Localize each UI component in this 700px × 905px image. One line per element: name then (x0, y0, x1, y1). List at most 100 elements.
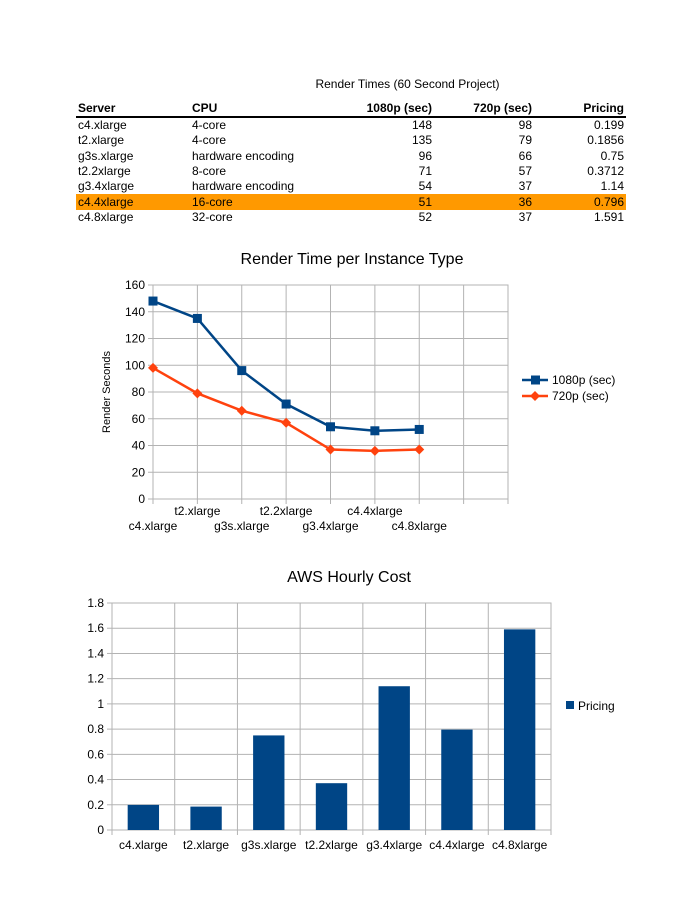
x-tick-label: t2.2xlarge (260, 504, 313, 518)
y-tick-label: 100 (125, 358, 145, 372)
cell-server: c4.8xlarge (78, 209, 134, 224)
cell-server: t2.2xlarge (78, 164, 131, 179)
cell-p1080: 51 (322, 194, 434, 210)
x-tick-label: c4.8xlarge (492, 838, 548, 852)
render-time-line-chart: Render Time per Instance Type 0 20 40 60 80 10… (101, 251, 615, 533)
y-tick-label: 40 (132, 439, 146, 453)
bar (378, 686, 410, 830)
cell-pricing: 0.796 (534, 194, 626, 210)
cell-cpu: 8-core (192, 164, 227, 179)
data-point (325, 444, 336, 455)
y-tick-label: 80 (132, 385, 146, 399)
cell-p1080: 71 (418, 164, 432, 179)
x-tick-label: g3s.xlarge (214, 519, 270, 533)
x-tick-label: c4.8xlarge (392, 519, 448, 533)
data-point (369, 445, 380, 456)
bar (503, 629, 536, 830)
table-row: c4.8xlarge 32-core 52 37 1.591 (76, 210, 626, 225)
cell-cpu: 4-core (192, 118, 227, 133)
table-row: c4.4xlarge 16-core 51 36 0.796 (76, 194, 626, 210)
cell-p720: 57 (518, 164, 532, 179)
bar (315, 783, 348, 830)
y-tick-label: 1.6 (87, 621, 104, 635)
cell-p720: 37 (518, 209, 532, 224)
cell-p1080: 54 (418, 179, 432, 194)
x-tick-label: t2.xlarge (174, 504, 220, 518)
table-row: t2.2xlarge 8-core 71 57 0.3712 (76, 164, 626, 179)
data-point (281, 417, 292, 428)
cell-cpu: 16-core (190, 194, 322, 210)
y-tick-label: 0.8 (87, 722, 104, 736)
bar (441, 729, 473, 830)
cell-p1080: 52 (418, 209, 432, 224)
cell-pricing: 0.3712 (587, 164, 624, 179)
table-caption: Render Times (60 Second Project) (315, 77, 500, 91)
x-tick-label: t2.xlarge (183, 838, 229, 852)
x-tick-label: g3.4xlarge (302, 519, 358, 533)
y-tick-label: 0.2 (87, 798, 104, 812)
legend-label: Pricing (578, 699, 615, 713)
cell-pricing: 0.1856 (587, 133, 624, 148)
cell-p720: 98 (518, 118, 532, 133)
chart-title: Render Time per Instance Type (241, 251, 464, 268)
x-tick-label: c4.xlarge (119, 838, 168, 852)
cell-server: c4.xlarge (78, 118, 127, 133)
legend-marker (566, 701, 574, 709)
cell-p720: 37 (518, 179, 532, 194)
data-point (237, 366, 247, 376)
legend-marker (531, 375, 540, 385)
x-tick-label: g3s.xlarge (241, 838, 297, 852)
cell-server: g3s.xlarge (78, 148, 134, 163)
bar (253, 735, 285, 830)
header-pricing: Pricing (534, 100, 626, 118)
y-tick-label: 0.6 (87, 747, 104, 761)
cell-p720: 66 (518, 148, 532, 163)
cell-cpu: hardware encoding (192, 148, 295, 163)
y-tick-label: 1 (97, 697, 104, 711)
cell-server: g3.4xlarge (78, 179, 135, 194)
cell-pricing: 1.14 (600, 179, 624, 194)
render-times-table: Server CPU 1080p (sec) 720p (sec) Pricin… (76, 100, 626, 225)
y-tick-label: 1.2 (87, 672, 104, 686)
table-row: t2.xlarge 4-core 135 79 0.1856 (76, 133, 626, 148)
table-row: g3.4xlarge hardware encoding 54 37 1.14 (76, 179, 626, 194)
y-tick-label: 1.4 (87, 646, 104, 660)
cell-pricing: 0.75 (600, 148, 624, 163)
header-server: Server (76, 100, 190, 118)
cell-pricing: 0.199 (593, 118, 624, 133)
bar (190, 806, 222, 830)
table-row: c4.xlarge 4-core 148 98 0.199 (76, 117, 626, 133)
x-tick-label: t2.2xlarge (305, 838, 358, 852)
y-tick-label: 120 (125, 332, 145, 346)
cell-p720: 79 (518, 133, 532, 148)
y-tick-label: 140 (125, 305, 145, 319)
data-point (370, 426, 380, 436)
legend-label: 1080p (sec) (552, 373, 615, 387)
chart-title: AWS Hourly Cost (287, 569, 411, 586)
cell-p720: 36 (434, 194, 534, 210)
aws-hourly-cost-bar-chart: AWS Hourly Cost 0 0.2 0.4 0.6 0.8 1 1.2 1.4 1.6 1.… (87, 569, 615, 852)
data-point (148, 362, 158, 373)
x-tick-label: c4.4xlarge (429, 838, 485, 852)
table-row: g3s.xlarge hardware encoding 96 66 0.75 (76, 149, 626, 164)
y-tick-label: 20 (132, 465, 146, 479)
data-point (414, 424, 424, 434)
data-point (148, 296, 158, 306)
x-tick-label: g3.4xlarge (366, 838, 422, 852)
data-point (281, 399, 291, 409)
cell-cpu: 32-core (192, 209, 233, 224)
legend-marker (530, 391, 540, 401)
cell-p1080: 96 (418, 148, 432, 163)
data-point (414, 444, 425, 455)
cell-cpu: hardware encoding (192, 179, 295, 194)
header-720p: 720p (sec) (434, 100, 534, 118)
cell-p1080: 135 (411, 133, 432, 148)
y-tick-label: 1.8 (87, 596, 104, 610)
cell-cpu: 4-core (192, 133, 227, 148)
data-point (236, 405, 247, 416)
y-tick-label: 0.4 (87, 773, 104, 787)
x-tick-label: c4.xlarge (129, 519, 178, 533)
data-point (192, 313, 202, 323)
data-point (192, 388, 203, 399)
legend-label: 720p (sec) (552, 389, 609, 403)
